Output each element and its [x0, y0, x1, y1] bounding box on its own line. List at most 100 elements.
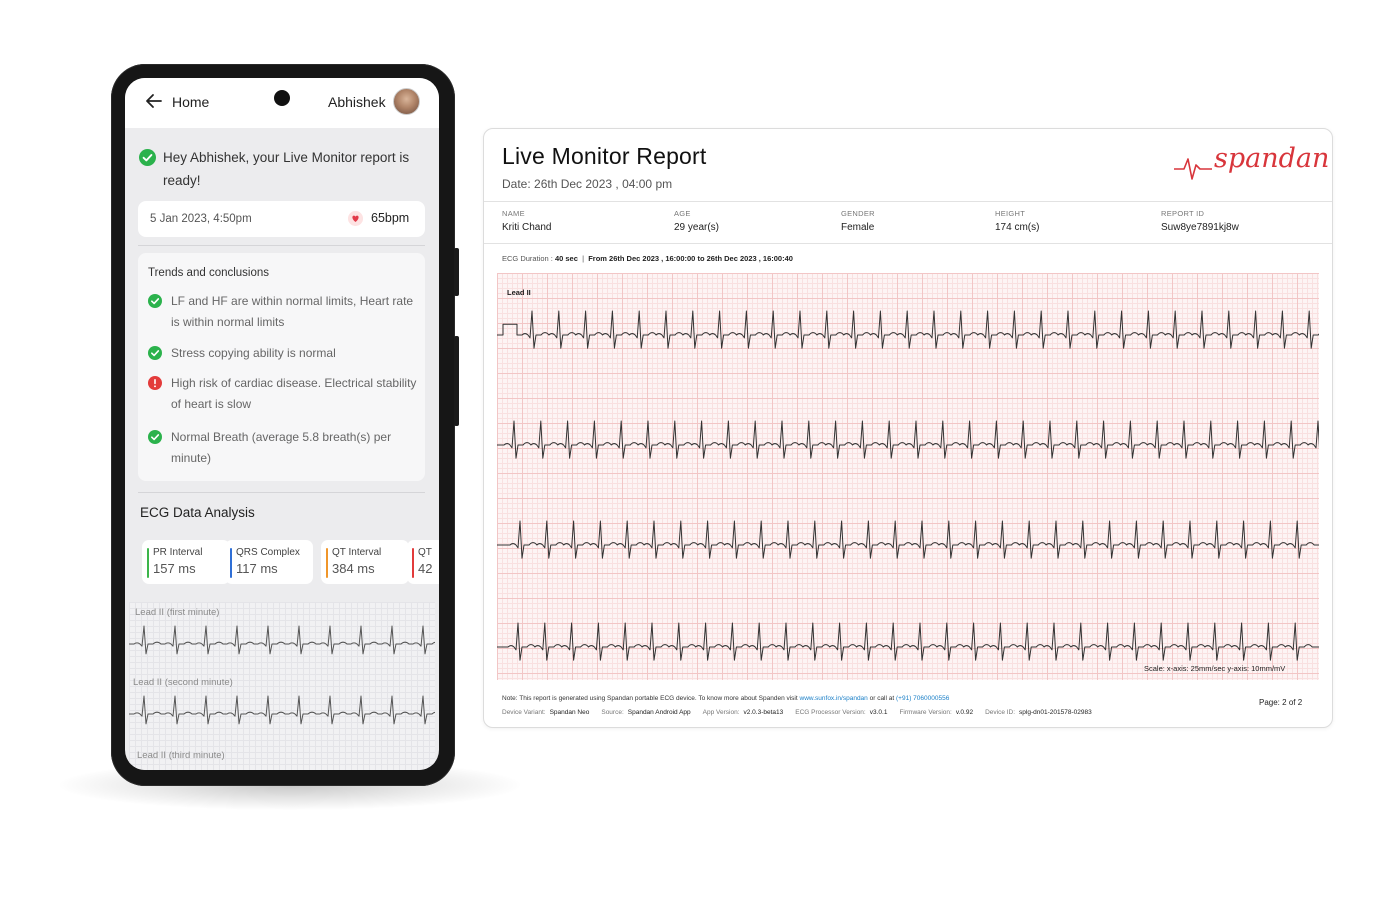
ecg-trace-row-2 [497, 420, 1319, 459]
device-meta: Device Variant: Spandan Neo Source: Spandan… [502, 709, 1104, 716]
field-value: Suw8ye7891kj8w [1161, 222, 1239, 233]
field-value: Female [841, 222, 875, 233]
alert-circle-icon [148, 376, 162, 390]
record-card[interactable]: 5 Jan 2023, 4:50pm 65bpm [138, 201, 425, 237]
patient-field-age: AGE 29 year(s) [674, 209, 719, 233]
trends-card: Trends and conclusions LF and HF are wit… [138, 253, 425, 481]
lead-label-third: Lead II (third minute) [137, 750, 225, 761]
meta-label: Source: [601, 709, 624, 716]
home-link[interactable]: Home [172, 94, 210, 110]
meta-value: v3.0.1 [869, 709, 888, 716]
ecg-trace-line [129, 695, 435, 725]
duration-prefix: ECG Duration : [502, 254, 553, 263]
ecg-trace-row-1 [497, 310, 1319, 349]
duration-separator: | [582, 254, 585, 263]
report-date: Date: 26th Dec 2023 , 04:00 pm [502, 177, 673, 191]
ecg-trace-line [497, 520, 1319, 559]
metric-value: 157 ms [153, 561, 196, 576]
meta-label: Firmware Version: [899, 709, 952, 716]
report-lead-label: Lead II [507, 288, 531, 297]
metric-label: PR Interval [153, 547, 203, 558]
check-circle-icon [148, 346, 162, 360]
report-note: Note: This report is generated using Spa… [502, 695, 949, 702]
duration-to-label: to [697, 254, 705, 263]
divider [138, 492, 425, 493]
patient-field-report-id: REPORT ID Suw8ye7891kj8w [1161, 209, 1239, 233]
back-arrow-icon[interactable] [145, 92, 163, 110]
report-panel: Live Monitor Report Date: 26th Dec 2023 … [483, 128, 1333, 728]
meta-value: v2.0.3-beta13 [743, 709, 784, 716]
ecg-analysis-title: ECG Data Analysis [140, 505, 255, 520]
page-current: 2 [1282, 698, 1287, 707]
meta-label: Device Variant: [502, 709, 546, 716]
patient-field-height: HEIGHT 174 cm(s) [995, 209, 1039, 233]
field-label: GENDER [841, 209, 875, 218]
camera-hole [274, 90, 290, 106]
info-divider [484, 243, 1332, 244]
meta-label: ECG Processor Version: [795, 709, 866, 716]
meta-label: App Version: [702, 709, 740, 716]
ecg-trace-line [497, 420, 1319, 459]
meta-value: Spandan Android App [627, 709, 691, 716]
logo-heartbeat-icon [1174, 158, 1212, 180]
metric-color-bar [230, 548, 232, 578]
patient-field-name: NAME Kriti Chand [502, 209, 551, 233]
ecg-trace-first-minute [129, 625, 435, 655]
note-call-text: or call at [869, 695, 895, 702]
phone-ecg-area [129, 602, 435, 770]
metric-card[interactable]: QT Interval 384 ms [321, 540, 409, 584]
ecg-trace-line [497, 622, 1319, 661]
meta-value: v.0.92 [955, 709, 974, 716]
metric-value: 117 ms [236, 561, 278, 576]
lead-label-second: Lead II (second minute) [133, 677, 233, 688]
ecg-grid [497, 273, 1319, 680]
metric-card[interactable]: QT 42 [407, 540, 439, 584]
page-indicator: Page: 2 of 2 [1259, 698, 1302, 707]
metric-card[interactable]: PR Interval 157 ms [142, 540, 230, 584]
metric-label: QT [418, 547, 432, 558]
avatar[interactable] [393, 88, 420, 115]
phone-side-button [454, 248, 459, 296]
patient-field-gender: GENDER Female [841, 209, 875, 233]
ecg-trace-row-4 [497, 622, 1319, 661]
phone-link[interactable]: (+91) 7060000556 [896, 695, 950, 702]
ecg-trace-second-minute [129, 695, 435, 725]
ecg-trace-row-3 [497, 520, 1319, 559]
page-total: 2 [1297, 698, 1303, 707]
trend-text: LF and HF are within normal limits, Hear… [171, 294, 414, 329]
phone-volume-button [454, 336, 459, 426]
brand-name: spandan [1214, 143, 1330, 174]
trend-text: Stress copying ability is normal [171, 346, 336, 360]
heart-icon [348, 211, 363, 226]
metric-label: QT Interval [332, 547, 382, 558]
field-value: 174 cm(s) [995, 222, 1040, 233]
metric-color-bar [326, 548, 328, 578]
spandan-logo: spandan [1174, 139, 1329, 189]
divider [138, 245, 425, 246]
field-label: AGE [674, 209, 691, 218]
field-value: 29 year(s) [674, 222, 720, 233]
lead-label-first: Lead II (first minute) [135, 607, 220, 618]
app-bar: Home Abhishek [125, 78, 439, 128]
field-label: NAME [502, 209, 525, 218]
header-divider [484, 201, 1332, 202]
duration-to: 26th Dec 2023 , 16:00:40 [706, 254, 793, 263]
heart-rate-value: 65bpm [371, 211, 410, 225]
duration-from: 26th Dec 2023 , 16:00:00 [609, 254, 696, 263]
field-label: HEIGHT [995, 209, 1026, 218]
scale-label: Scale: x-axis: 25mm/sec y-axis: 10mm/mV [1144, 664, 1286, 673]
duration-value: 40 sec [554, 254, 578, 263]
trend-text: Normal Breath (average 5.8 breath(s) per… [171, 430, 392, 465]
trends-title: Trends and conclusions [148, 267, 270, 279]
metric-value: 42 [418, 561, 433, 576]
phone-screen: Home Abhishek Hey Abhishek, your Live Mo… [125, 78, 439, 770]
metric-card[interactable]: QRS Complex 117 ms [225, 540, 313, 584]
report-title: Live Monitor Report [502, 143, 707, 169]
page-of: of [1288, 698, 1296, 707]
website-link[interactable]: www.sunfox.in/spandan [799, 695, 868, 702]
ecg-trace-line [129, 625, 435, 655]
ecg-trace-line [497, 310, 1319, 349]
metric-color-bar [412, 548, 414, 578]
trend-text: High risk of cardiac disease. Electrical… [171, 376, 417, 411]
